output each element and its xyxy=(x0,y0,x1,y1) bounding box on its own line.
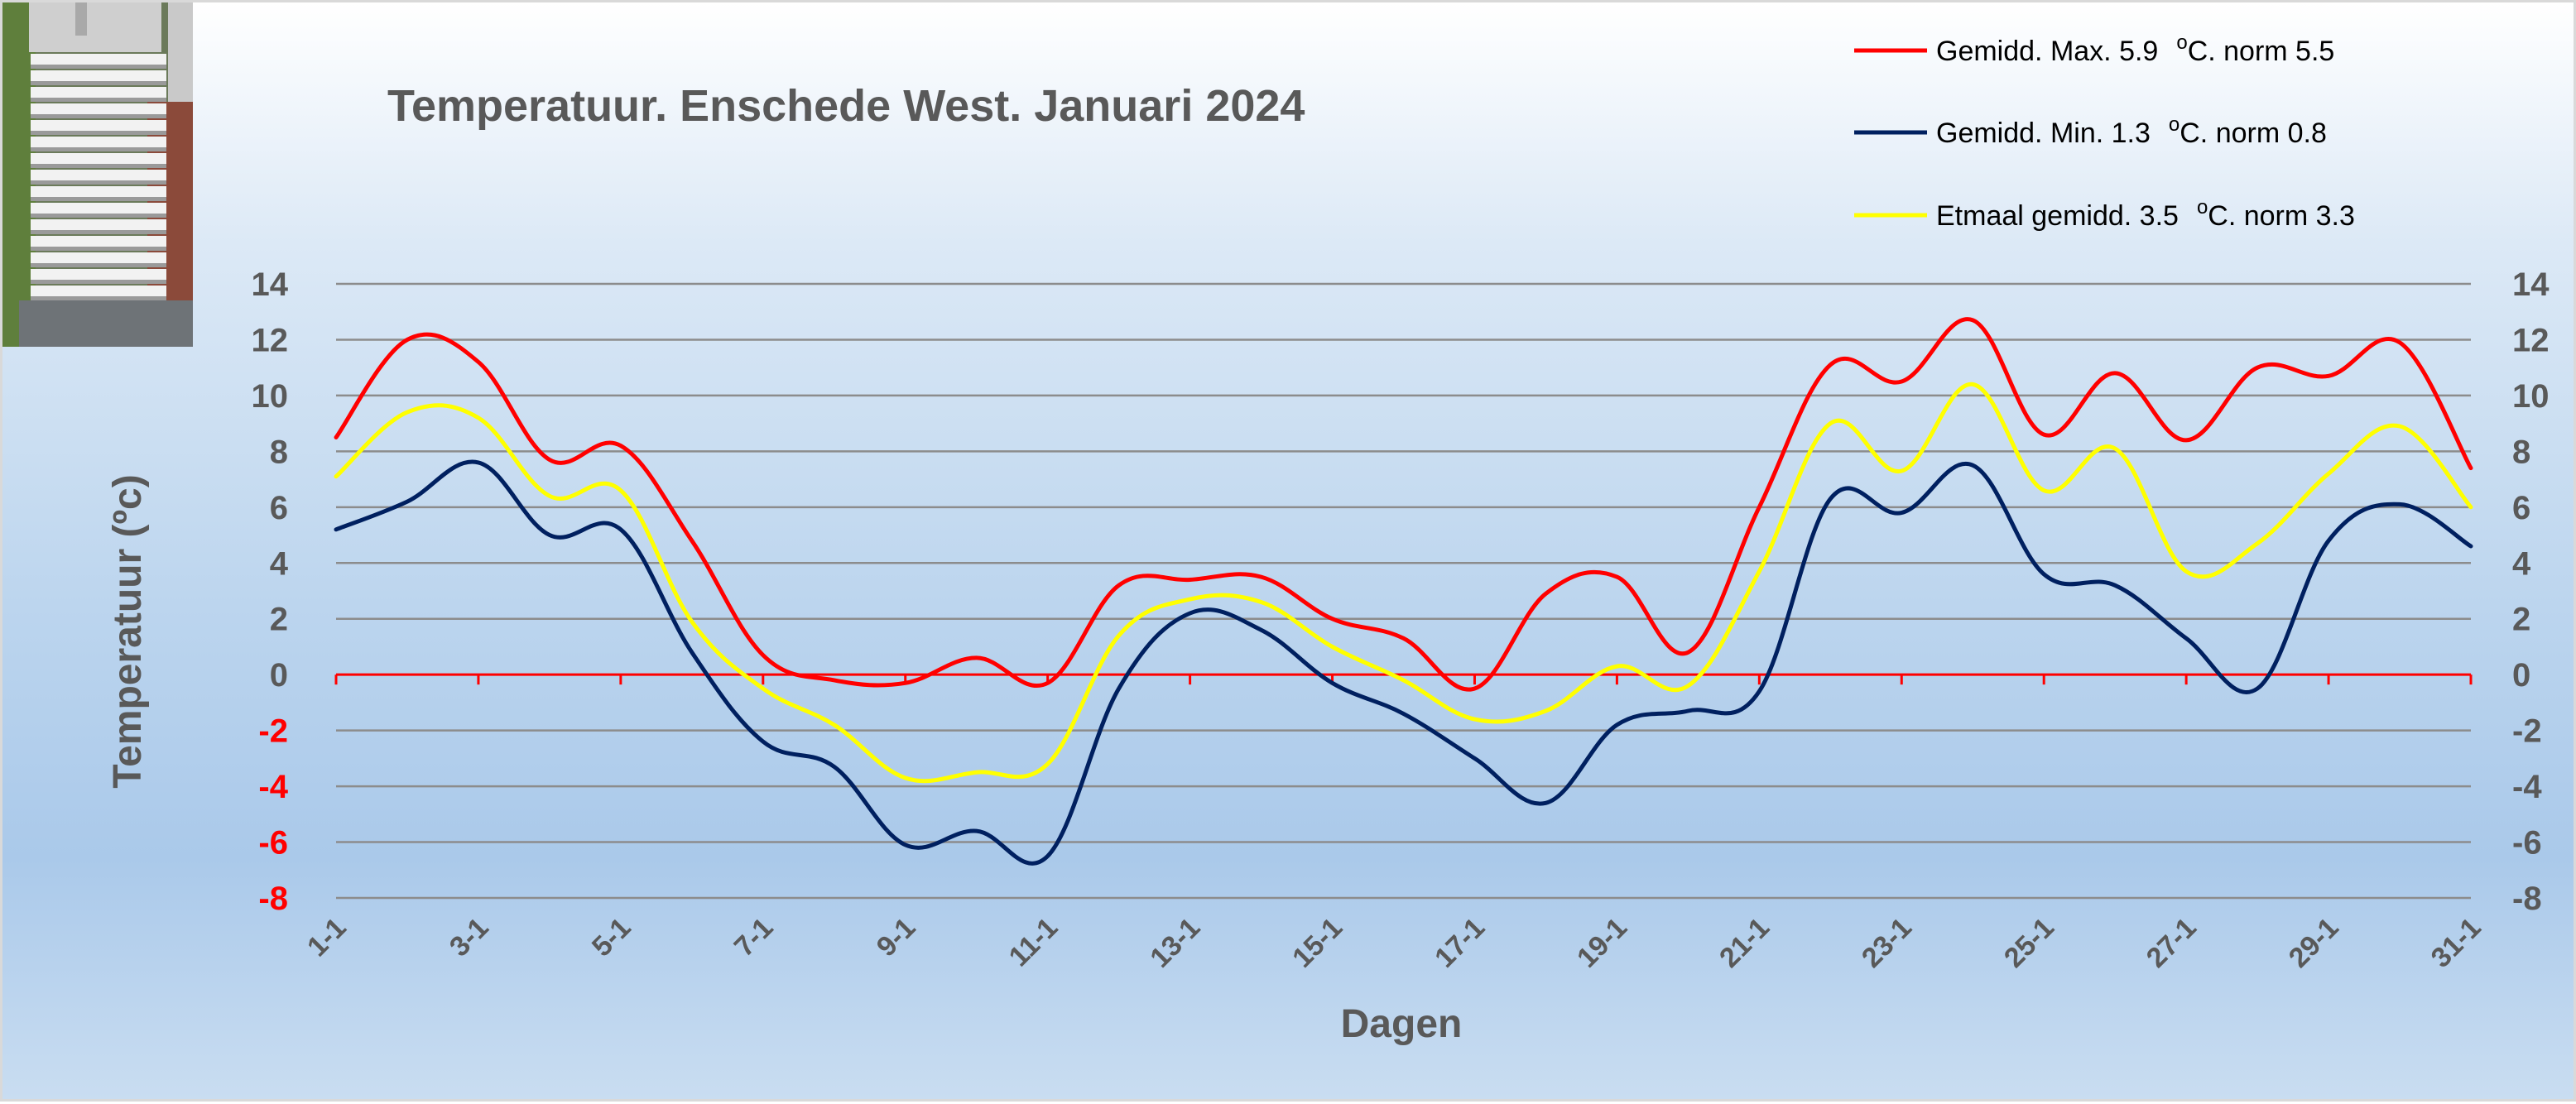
x-tick-label: 1-1 xyxy=(301,912,353,963)
x-tick-label: 25-1 xyxy=(1998,912,2060,974)
degree-sign: o xyxy=(2176,31,2187,54)
y-tick-label-right: -2 xyxy=(2512,713,2542,750)
legend-series-unit: C. norm 3.3 xyxy=(2208,200,2355,232)
y-tick-label-left: 14 xyxy=(252,266,289,303)
y-axis-label: Temperatuur (ºc) xyxy=(106,474,150,788)
legend-series-unit: C. norm 0.8 xyxy=(2180,118,2327,149)
y-tick-label-left: 6 xyxy=(270,490,288,526)
legend-entry-avg: Etmaal gemidd. 3.5 oC. norm 3.3 xyxy=(1936,196,2355,232)
legend-entry-max: Gemidd. Max. 5.9 oC. norm 5.5 xyxy=(1936,31,2334,67)
legend-series-name: Etmaal gemidd. 3.5 xyxy=(1936,200,2179,232)
y-tick-label-right: 10 xyxy=(2512,378,2550,415)
y-tick-label-right: 8 xyxy=(2512,434,2530,470)
y-tick-label-left: 4 xyxy=(270,545,289,582)
y-tick-label-right: 12 xyxy=(2512,322,2550,358)
legend-series-unit: C. norm 5.5 xyxy=(2188,36,2335,67)
degree-sign: o xyxy=(2169,113,2180,136)
x-tick-label: 15-1 xyxy=(1286,912,1348,974)
y-tick-label-left: -6 xyxy=(258,825,288,862)
y-tick-label-left: -2 xyxy=(258,713,288,750)
y-tick-label-right: -8 xyxy=(2512,881,2542,917)
x-tick-label: 7-1 xyxy=(728,912,780,963)
y-tick-label-left: -8 xyxy=(258,881,288,917)
chart-title: Temperatuur. Enschede West. Januari 2024 xyxy=(387,81,1305,131)
weather-screen-photo xyxy=(2,2,193,347)
x-tick-label: 31-1 xyxy=(2425,912,2487,974)
y-tick-label-right: 14 xyxy=(2512,266,2550,303)
y-tick-label-left: 0 xyxy=(270,657,288,694)
x-tick-label: 3-1 xyxy=(444,912,495,963)
y-axis-right-ticks: 14 12 10 8 6 4 2 0 -2 -4 -6 -8 xyxy=(2512,266,2550,917)
y-tick-label-right: -6 xyxy=(2512,825,2542,862)
degree-sign: o xyxy=(2197,196,2208,218)
y-tick-label-left: 12 xyxy=(252,322,289,358)
x-tick-label: 19-1 xyxy=(1571,912,1633,974)
y-tick-label-left: -4 xyxy=(258,769,288,805)
y-tick-label-right: 0 xyxy=(2512,657,2530,694)
x-axis-ticks: 1-1 3-1 5-1 7-1 9-1 11-1 13-1 15-1 17-1 19-1 21-1 2… xyxy=(301,674,2487,974)
x-tick-label: 23-1 xyxy=(1856,912,1918,974)
x-tick-label: 21-1 xyxy=(1713,912,1776,974)
y-tick-label-right: 4 xyxy=(2512,545,2531,582)
y-tick-label-left: 8 xyxy=(270,434,288,470)
x-axis-label: Dagen xyxy=(1341,1002,1463,1046)
x-tick-label: 29-1 xyxy=(2283,912,2345,974)
legend-series-name: Gemidd. Min. 1.3 xyxy=(1936,118,2151,149)
series-line-avg xyxy=(334,382,2473,784)
y-tick-label-right: -4 xyxy=(2512,769,2542,805)
y-tick-label-right: 6 xyxy=(2512,490,2530,526)
y-tick-label-left: 10 xyxy=(252,378,289,415)
series-line-max xyxy=(334,317,2473,692)
x-tick-label: 5-1 xyxy=(586,912,637,963)
y-tick-label-right: 2 xyxy=(2512,602,2530,638)
legend-entry-min: Gemidd. Min. 1.3 oC. norm 0.8 xyxy=(1936,113,2327,149)
x-tick-label: 13-1 xyxy=(1144,912,1206,974)
x-tick-label: 17-1 xyxy=(1429,912,1491,974)
x-tick-label: 27-1 xyxy=(2141,912,2203,974)
y-axis-left-ticks: 14 12 10 8 6 4 2 0 -2 -4 -6 -8 xyxy=(252,266,289,917)
x-tick-label: 11-1 xyxy=(1003,912,1065,973)
y-tick-label-left: 2 xyxy=(270,602,288,638)
series-line-min xyxy=(334,459,2473,866)
x-tick-label: 9-1 xyxy=(871,912,922,963)
grid-lines xyxy=(336,282,2471,900)
legend-series-name: Gemidd. Max. 5.9 xyxy=(1936,36,2158,67)
series-lines xyxy=(334,317,2473,866)
